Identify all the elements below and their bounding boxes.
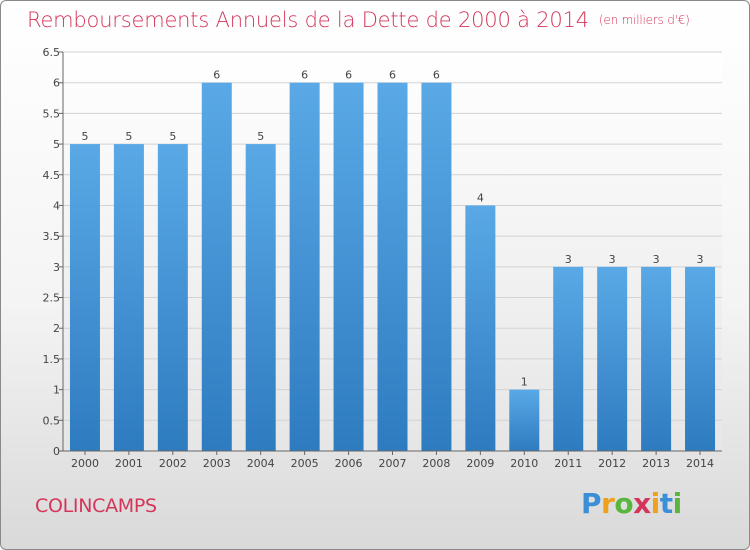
x-tick-label-2006: 2006	[335, 457, 363, 470]
bar-2003	[201, 82, 232, 451]
data-label-2005: 6	[301, 69, 308, 82]
y-tick-label: 6	[53, 77, 60, 90]
x-tick-label-2014: 2014	[686, 457, 714, 470]
data-label-2004: 5	[257, 130, 264, 143]
axis-layer: 0 0.5 1 1.5 2 2.5 3 3.5 4 4.5 5 5.5 6 6.5 2000 2001 2002…	[43, 46, 722, 470]
y-tick-label: 6.5	[43, 46, 61, 59]
data-label-2002: 5	[169, 130, 176, 143]
data-label-2012: 3	[609, 253, 616, 266]
x-tick-label-2008: 2008	[422, 457, 450, 470]
y-tick-label: 1	[53, 384, 60, 397]
y-tick-label: 0.5	[43, 414, 61, 427]
x-tick-label-2005: 2005	[291, 457, 319, 470]
logo-letter: i	[650, 487, 661, 520]
bar-2000	[69, 144, 100, 452]
commune-name: COLINCAMPS	[35, 495, 157, 517]
logo-letter: t	[659, 487, 673, 520]
x-tick-label-2009: 2009	[466, 457, 494, 470]
y-tick-label: 2	[53, 322, 60, 335]
chart-unit: (en milliers d'€)	[598, 13, 690, 27]
chart-title: Remboursements Annuels de la Dette de 20…	[27, 8, 690, 32]
y-tick-label: 0	[53, 445, 60, 458]
x-tick-label-2010: 2010	[510, 457, 538, 470]
x-tick-label-2000: 2000	[71, 457, 99, 470]
logo-letter: i	[672, 487, 683, 520]
y-tick-label: 4.5	[43, 169, 61, 182]
bar-2002	[157, 144, 188, 452]
data-label-2006: 6	[345, 69, 352, 82]
x-tick-label-2007: 2007	[379, 457, 407, 470]
data-label-2011: 3	[565, 253, 572, 266]
bar-layer	[69, 82, 716, 452]
data-label-2003: 6	[213, 69, 220, 82]
y-tick-label: 5.5	[43, 107, 61, 120]
data-label-2014: 3	[697, 253, 704, 266]
y-tick-label: 5	[53, 138, 60, 151]
bar-2007	[377, 82, 408, 451]
x-tick-label-2012: 2012	[598, 457, 626, 470]
bar-2008	[421, 82, 452, 451]
chart-title-text: Remboursements Annuels de la Dette de 20…	[27, 8, 589, 32]
y-tick-label: 3	[53, 261, 60, 274]
bar-2012	[597, 266, 628, 451]
data-label-2000: 5	[81, 130, 88, 143]
logo-letter: o	[614, 487, 634, 520]
y-tick-label: 1.5	[43, 353, 61, 366]
data-label-2010: 1	[521, 376, 528, 389]
logo-letter: x	[633, 487, 651, 520]
logo-letter: P	[581, 487, 602, 520]
bar-2014	[685, 266, 716, 451]
y-tick-label: 2.5	[43, 292, 61, 305]
data-label-2007: 6	[389, 69, 396, 82]
x-tick-label-2011: 2011	[554, 457, 582, 470]
y-tick-label: 4	[53, 199, 60, 212]
bar-2009	[465, 205, 496, 451]
data-label-2013: 3	[653, 253, 660, 266]
x-tick-label-2002: 2002	[159, 457, 187, 470]
data-label-2009: 4	[477, 191, 484, 204]
data-label-2001: 5	[125, 130, 132, 143]
data-label-2008: 6	[433, 69, 440, 82]
bar-2011	[553, 266, 584, 451]
x-tick-label-2004: 2004	[247, 457, 275, 470]
bar-2004	[245, 144, 276, 452]
bar-2005	[289, 82, 320, 451]
y-tick-label: 3.5	[43, 230, 61, 243]
x-tick-label-2003: 2003	[203, 457, 231, 470]
bar-2006	[333, 82, 364, 451]
x-tick-label-2013: 2013	[642, 457, 670, 470]
x-tick-label-2001: 2001	[115, 457, 143, 470]
label-layer: 5 5 5 6 5 6 6 6 6 4 1 3 3 3 3	[81, 69, 703, 389]
bar-2010	[509, 389, 540, 451]
logo-letter: r	[601, 487, 615, 520]
proxiti-logo: Proxiti	[581, 487, 682, 520]
bar-2013	[641, 266, 672, 451]
bar-2001	[113, 144, 144, 452]
